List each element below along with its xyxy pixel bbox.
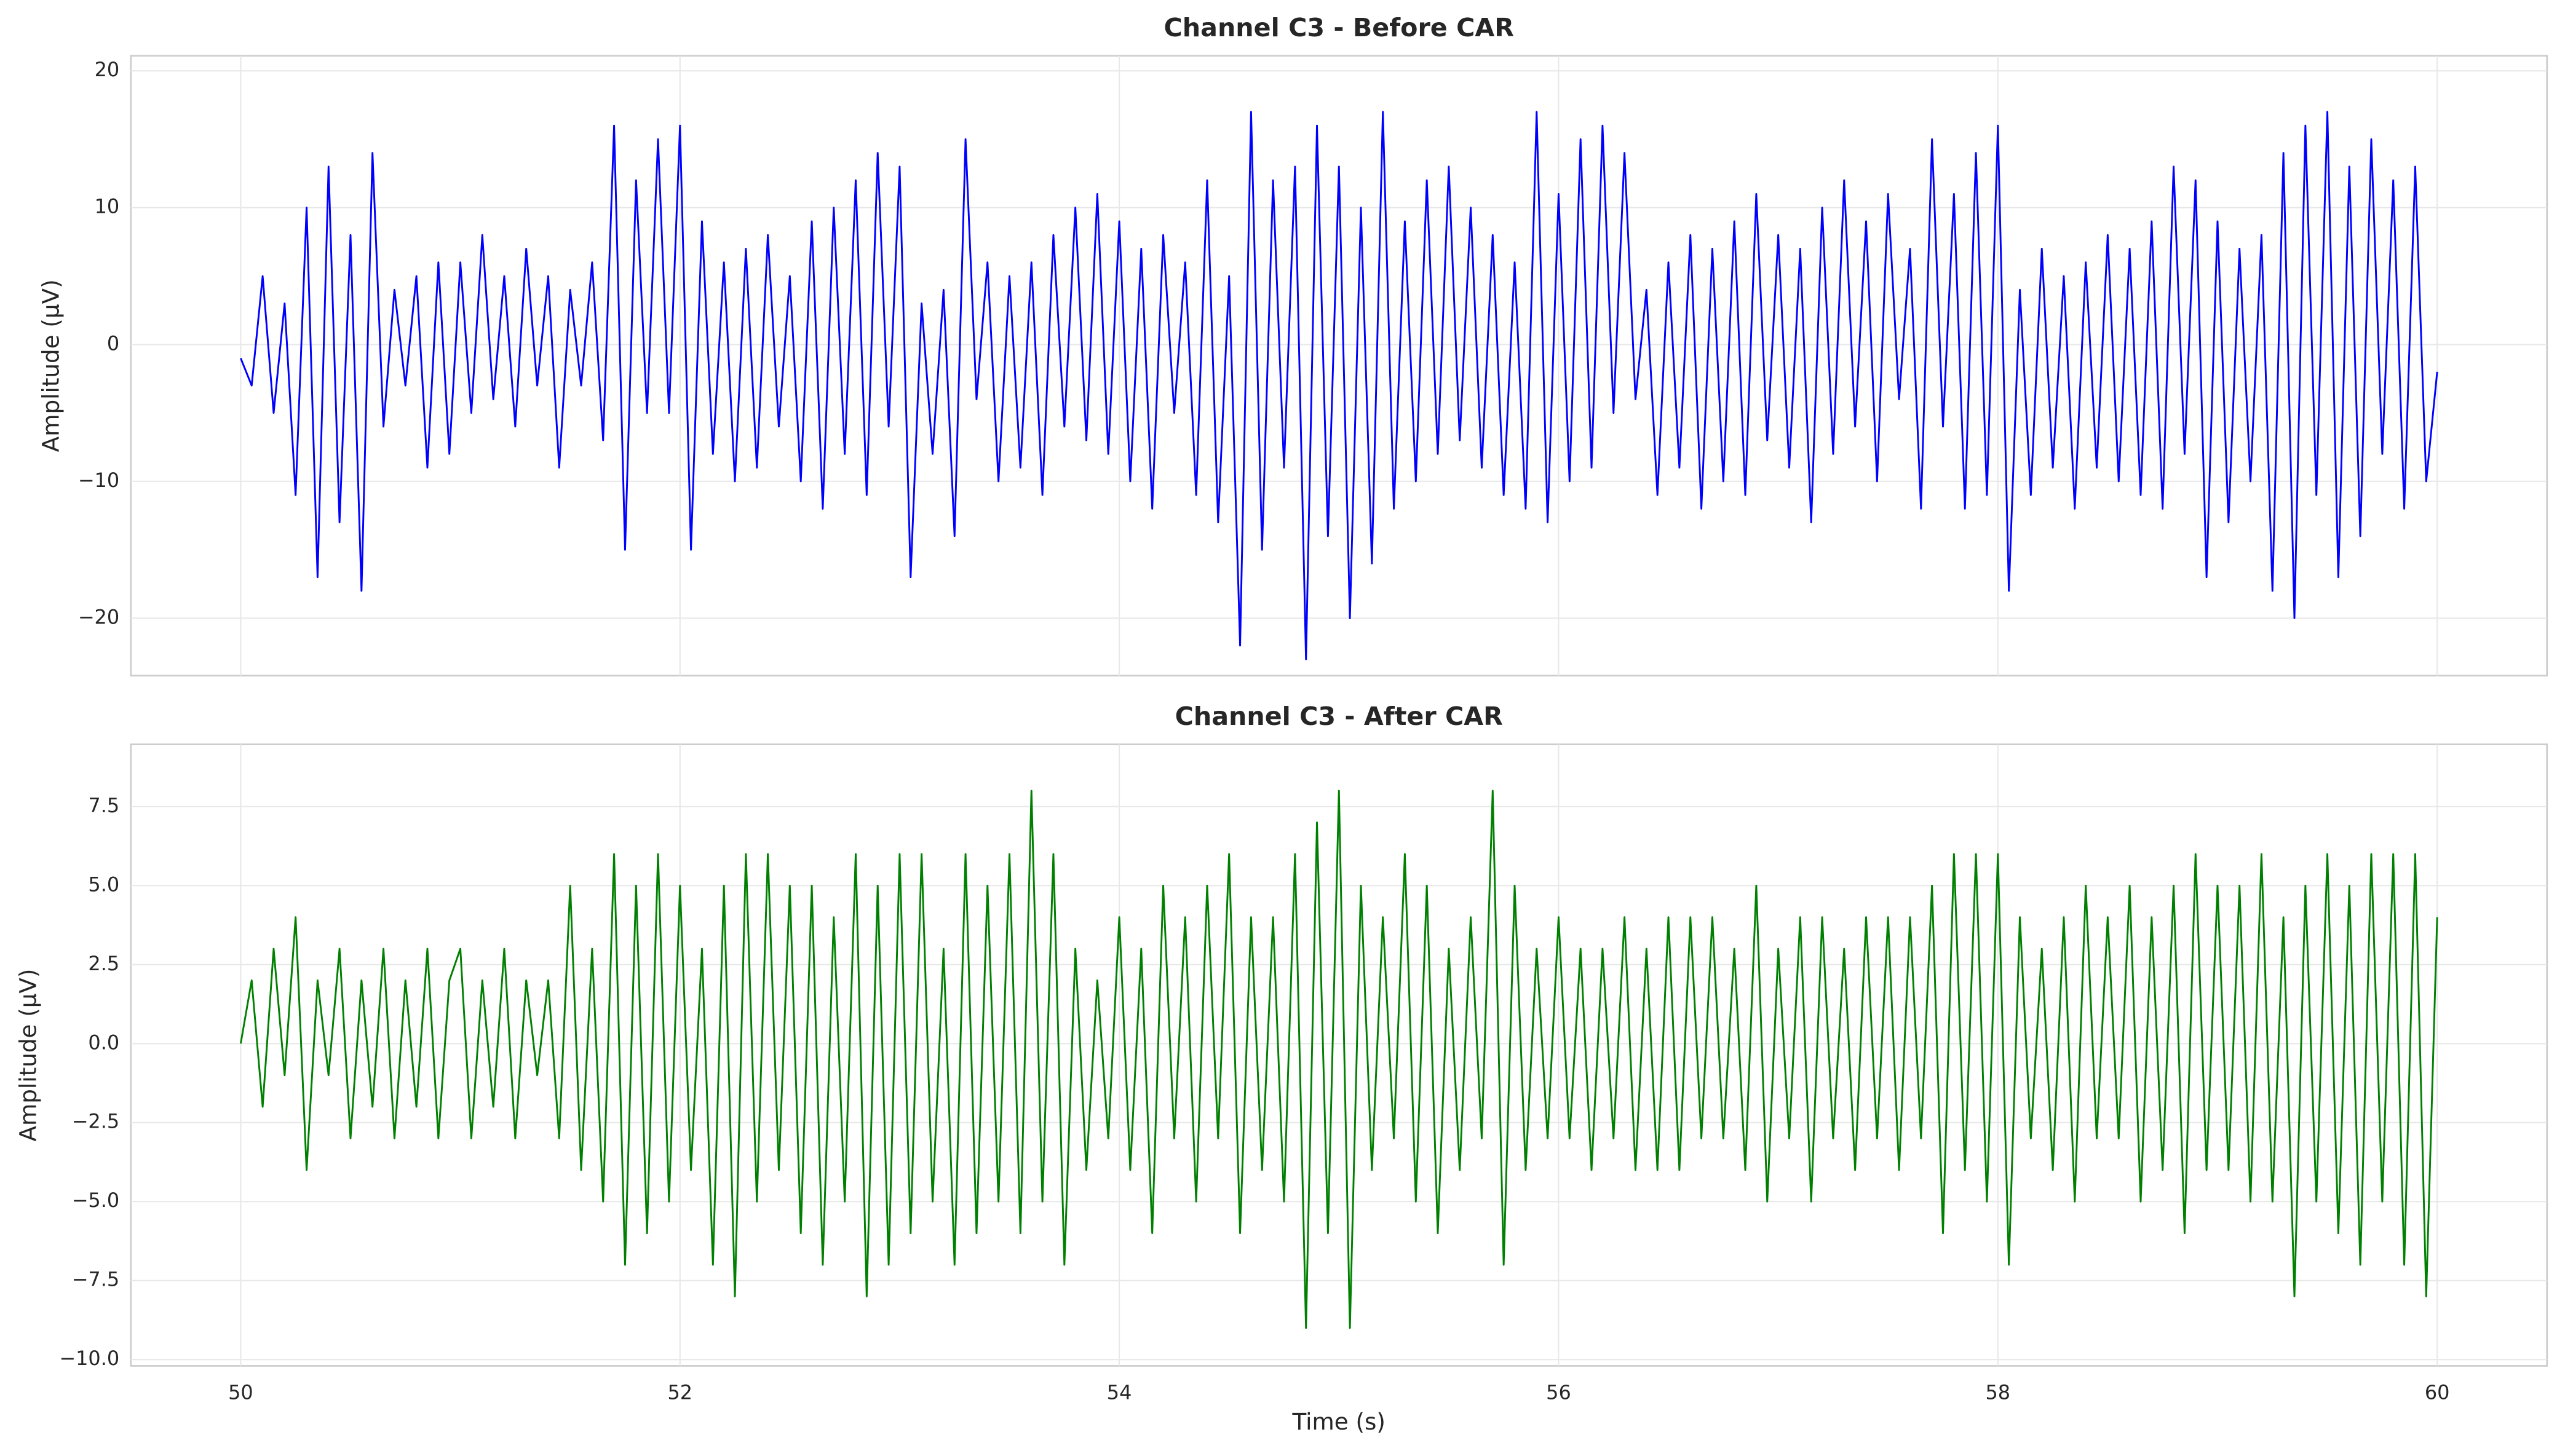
x-tick-label: 52 bbox=[667, 1381, 692, 1404]
y-tick-label: −7.5 bbox=[72, 1268, 119, 1291]
signal-line bbox=[240, 111, 2438, 660]
y-tick-label: 7.5 bbox=[88, 794, 119, 817]
y-tick-label: −10.0 bbox=[59, 1347, 119, 1370]
x-tick-label: 56 bbox=[1546, 1381, 1571, 1404]
y-tick-label: 2.5 bbox=[88, 952, 119, 975]
y-tick-label: −2.5 bbox=[72, 1110, 119, 1133]
y-tick-label: 0 bbox=[107, 331, 119, 355]
y-tick-label: −5.0 bbox=[72, 1189, 119, 1212]
y-tick-label: 0.0 bbox=[88, 1031, 119, 1054]
y-axis-label: Amplitude (μV) bbox=[14, 969, 41, 1142]
y-tick-label: 20 bbox=[95, 58, 120, 81]
y-tick-label: −20 bbox=[78, 605, 119, 628]
y-tick-label: −10 bbox=[78, 469, 119, 492]
y-tick-label: 10 bbox=[95, 195, 120, 218]
x-tick-label: 54 bbox=[1107, 1381, 1132, 1404]
plot-area bbox=[130, 743, 2548, 1367]
chart-title: Channel C3 - After CAR bbox=[1175, 702, 1503, 731]
plot-area bbox=[130, 55, 2548, 677]
signal-line bbox=[239, 789, 2438, 1329]
y-tick-label: 5.0 bbox=[88, 872, 119, 896]
x-tick-label: 60 bbox=[2425, 1381, 2450, 1404]
y-axis-label: Amplitude (μV) bbox=[38, 279, 65, 452]
x-tick-label: 58 bbox=[1985, 1381, 2010, 1404]
chart-title: Channel C3 - Before CAR bbox=[1164, 13, 1514, 42]
x-axis-label: Time (s) bbox=[1292, 1408, 1386, 1435]
x-tick-label: 50 bbox=[228, 1381, 253, 1404]
